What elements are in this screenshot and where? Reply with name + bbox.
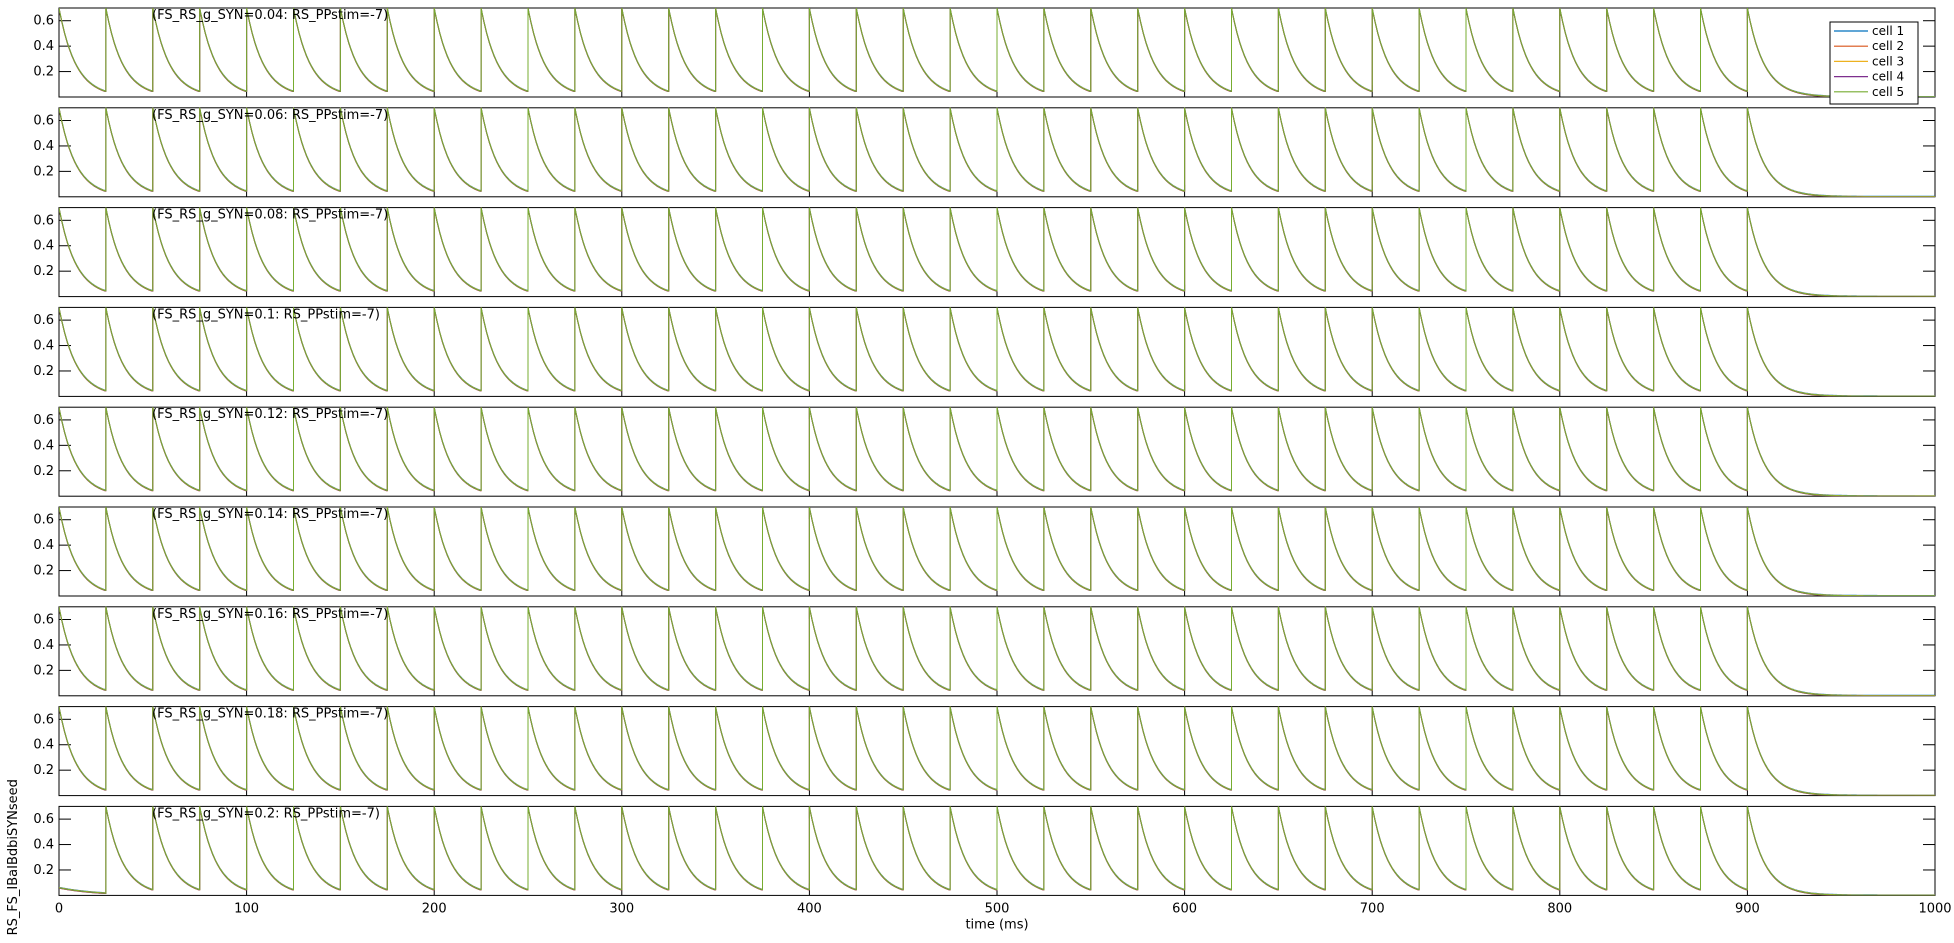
subplot-2: 0.2 0.4 0.6 (FS_RS_g_SYN=0.06: RS_PPstim=-7… (33, 107, 1936, 198)
y-tick-label: 0.6 (33, 413, 54, 428)
x-tick-label: 900 (1735, 901, 1760, 916)
panel-title: (FS_RS_g_SYN=0.18: RS_PPstim=-7) (152, 707, 388, 722)
x-tick-label: 400 (797, 901, 822, 916)
y-tick-label: 0.6 (33, 513, 54, 528)
subplot-8: 0.2 0.4 0.6 (FS_RS_g_SYN=0.18: RS_PPstim=-7… (33, 706, 1936, 797)
subplot-3: 0.2 0.4 0.6 (FS_RS_g_SYN=0.08: RS_PPstim=-7… (33, 207, 1936, 298)
legend-label-cell-1: cell 1 (1872, 24, 1904, 38)
series-line-cell-5 (59, 107, 1935, 197)
series-line-cell-5 (59, 606, 1935, 696)
x-tick-label: 800 (1547, 901, 1572, 916)
y-tick-label: 0.6 (33, 712, 54, 727)
series-line-cell-5 (59, 207, 1935, 297)
subplot-7: 0.2 0.4 0.6 (FS_RS_g_SYN=0.16: RS_PPstim=-7… (33, 606, 1936, 697)
y-tick-label: 0.2 (33, 663, 54, 678)
subplot-4: 0.2 0.4 0.6 (FS_RS_g_SYN=0.1: RS_PPstim=-7) (33, 306, 1936, 397)
x-tick-label: 1000 (1918, 901, 1951, 916)
y-tick-label: 0.2 (33, 863, 54, 878)
legend-label-cell-3: cell 3 (1872, 54, 1904, 68)
x-axis-label: time (ms) (965, 917, 1028, 932)
y-tick-label: 0.4 (33, 239, 54, 254)
panel-title: (FS_RS_g_SYN=0.16: RS_PPstim=-7) (152, 607, 388, 622)
y-tick-label: 0.6 (33, 613, 54, 628)
series-line-cell-5 (59, 706, 1935, 796)
y-tick-label: 0.4 (33, 838, 54, 853)
y-tick-label: 0.4 (33, 738, 54, 753)
x-tick-label: 300 (609, 901, 634, 916)
panel-title: (FS_RS_g_SYN=0.2: RS_PPstim=-7) (152, 806, 380, 821)
series-line-cell-5 (59, 806, 1935, 896)
y-tick-label: 0.4 (33, 638, 54, 653)
y-tick-label: 0.4 (33, 538, 54, 553)
legend-label-cell-5: cell 5 (1872, 85, 1904, 99)
y-tick-label: 0.2 (33, 164, 54, 179)
y-tick-label: 0.2 (33, 564, 54, 579)
y-tick-label: 0.2 (33, 65, 54, 80)
y-tick-label: 0.6 (33, 812, 54, 827)
x-tick-label: 200 (422, 901, 447, 916)
x-tick-label: 100 (234, 901, 259, 916)
y-tick-label: 0.4 (33, 339, 54, 354)
y-tick-label: 0.6 (33, 114, 54, 129)
x-tick-label: 0 (55, 901, 63, 916)
x-tick-label: 500 (985, 901, 1010, 916)
subplot-5: 0.2 0.4 0.6 (FS_RS_g_SYN=0.12: RS_PPstim=-7… (33, 406, 1936, 497)
legend-box (1829, 21, 1919, 105)
y-tick-label: 0.2 (33, 264, 54, 279)
panel-title: (FS_RS_g_SYN=0.08: RS_PPstim=-7) (152, 208, 388, 223)
x-tick-label: 600 (1172, 901, 1197, 916)
panel-title: (FS_RS_g_SYN=0.14: RS_PPstim=-7) (152, 507, 388, 522)
y-tick-label: 0.4 (33, 438, 54, 453)
panel-title: (FS_RS_g_SYN=0.12: RS_PPstim=-7) (152, 407, 388, 422)
series-line-cell-5 (59, 407, 1935, 497)
y-tick-label: 0.2 (33, 763, 54, 778)
subplot-1: 0.2 0.4 0.6 (FS_RS_g_SYN=0.04: RS_PPstim=-7… (33, 7, 1936, 98)
y-tick-label: 0.2 (33, 464, 54, 479)
subplot-9: 0.2 0.4 0.6 (FS_RS_g_SYN=0.2: RS_PPstim=-7) (33, 805, 1936, 896)
y-tick-label: 0.6 (33, 213, 54, 228)
y-tick-label: 0.4 (33, 39, 54, 54)
panel-title: (FS_RS_g_SYN=0.1: RS_PPstim=-7) (152, 307, 380, 322)
legend-label-cell-2: cell 2 (1872, 39, 1904, 53)
series-line-cell-5 (59, 507, 1935, 596)
subplot-6: 0.2 0.4 0.6 (FS_RS_g_SYN=0.14: RS_PPstim=-7… (33, 506, 1936, 597)
y-axis-label: RS_FS_IBaIBdbiSYNseed (6, 779, 21, 935)
panel-title: (FS_RS_g_SYN=0.06: RS_PPstim=-7) (152, 108, 388, 123)
legend-label-cell-4: cell 4 (1872, 70, 1904, 84)
series-line-cell-5 (59, 307, 1935, 397)
y-tick-label: 0.6 (33, 313, 54, 328)
y-tick-label: 0.4 (33, 139, 54, 154)
y-tick-label: 0.6 (33, 14, 54, 29)
series-line-cell-5 (59, 8, 1935, 97)
x-tick-label: 700 (1360, 901, 1385, 916)
y-tick-label: 0.2 (33, 364, 54, 379)
panel-title: (FS_RS_g_SYN=0.04: RS_PPstim=-7) (152, 8, 388, 23)
